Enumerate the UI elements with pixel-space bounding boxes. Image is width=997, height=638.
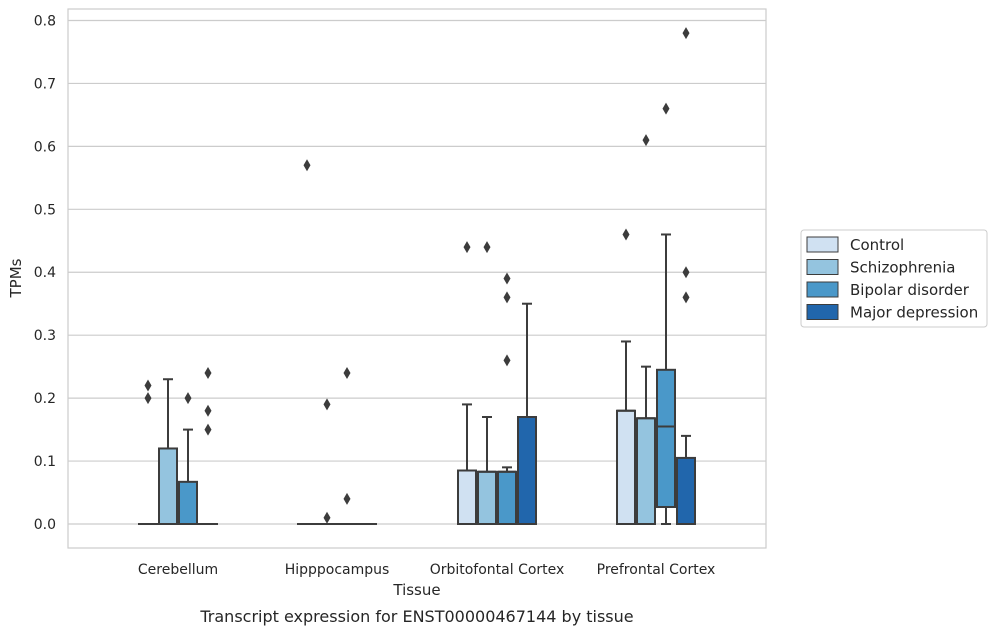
outlier-point: [484, 241, 491, 253]
outlier-point: [663, 103, 670, 115]
box-group: [139, 380, 157, 524]
chart-caption: Transcript expression for ENST0000046714…: [199, 607, 633, 626]
box-group: [298, 159, 316, 524]
x-tick-label: Hipppocampus: [285, 562, 390, 578]
box: [637, 418, 655, 524]
box: [657, 370, 675, 507]
outlier-point: [145, 380, 152, 392]
outlier-point: [344, 367, 351, 379]
outlier-point: [504, 273, 511, 285]
outlier-point: [304, 159, 311, 171]
x-axis-label: Tissue: [392, 581, 440, 599]
outlier-point: [683, 266, 690, 278]
outlier-point: [344, 493, 351, 505]
y-tick-label: 0.4: [34, 265, 56, 281]
box-group: [199, 367, 217, 524]
outlier-point: [504, 291, 511, 303]
box-group: [677, 27, 695, 524]
box: [617, 411, 635, 524]
y-tick-label: 0.0: [34, 517, 56, 533]
y-tick-label: 0.2: [34, 391, 56, 407]
outlier-point: [185, 392, 192, 404]
x-tick-label: Cerebellum: [138, 562, 218, 578]
x-tick-labels: Cerebellum Hipppocampus Orbitofontal Corte…: [138, 562, 715, 578]
outlier-point: [324, 398, 331, 410]
legend-label: Control: [850, 236, 904, 254]
x-tick-label: Orbitofontal Cortex: [430, 562, 565, 578]
outlier-point: [643, 134, 650, 146]
box: [518, 417, 536, 524]
x-tick-label: Prefrontal Cortex: [597, 562, 716, 578]
legend-swatch: [807, 237, 838, 252]
outlier-point: [205, 367, 212, 379]
y-tick-label: 0.3: [34, 328, 56, 344]
outlier-point: [683, 27, 690, 39]
y-axis-label: TPMs: [7, 258, 25, 298]
outlier-point: [623, 228, 630, 240]
outlier-point: [205, 424, 212, 436]
box: [159, 448, 177, 524]
legend-swatch: [807, 305, 838, 320]
y-tick-label: 0.8: [34, 13, 56, 29]
outlier-point: [324, 512, 331, 524]
legend-label: Major depression: [850, 304, 978, 322]
y-tick-labels: 0.0 0.1 0.2 0.3 0.4 0.5 0.6 0.7 0.8: [34, 13, 56, 533]
y-tick-label: 0.1: [34, 454, 56, 470]
box-group: [458, 241, 476, 524]
box: [458, 471, 476, 524]
boxes: [139, 27, 695, 524]
box: [179, 482, 197, 524]
outlier-point: [145, 392, 152, 404]
outlier-point: [464, 241, 471, 253]
legend-swatch: [807, 260, 838, 275]
box-group: [478, 241, 496, 524]
y-tick-label: 0.5: [34, 202, 56, 218]
outlier-point: [683, 291, 690, 303]
legend-label: Bipolar disorder: [850, 281, 970, 299]
outlier-point: [504, 354, 511, 366]
outlier-point: [205, 405, 212, 417]
box: [478, 472, 496, 524]
box-group: [159, 379, 177, 524]
box-group: [637, 134, 655, 524]
y-tick-label: 0.6: [34, 139, 56, 155]
box-group: [179, 392, 197, 524]
legend: Control Schizophrenia Bipolar disorder Majo…: [801, 230, 987, 327]
box-group: [518, 304, 536, 524]
box-group: [657, 103, 675, 524]
legend-label: Schizophrenia: [850, 259, 955, 277]
y-tick-label: 0.7: [34, 76, 56, 92]
box: [498, 472, 516, 524]
legend-swatch: [807, 282, 838, 297]
box: [677, 458, 695, 524]
box-group: [338, 367, 356, 524]
